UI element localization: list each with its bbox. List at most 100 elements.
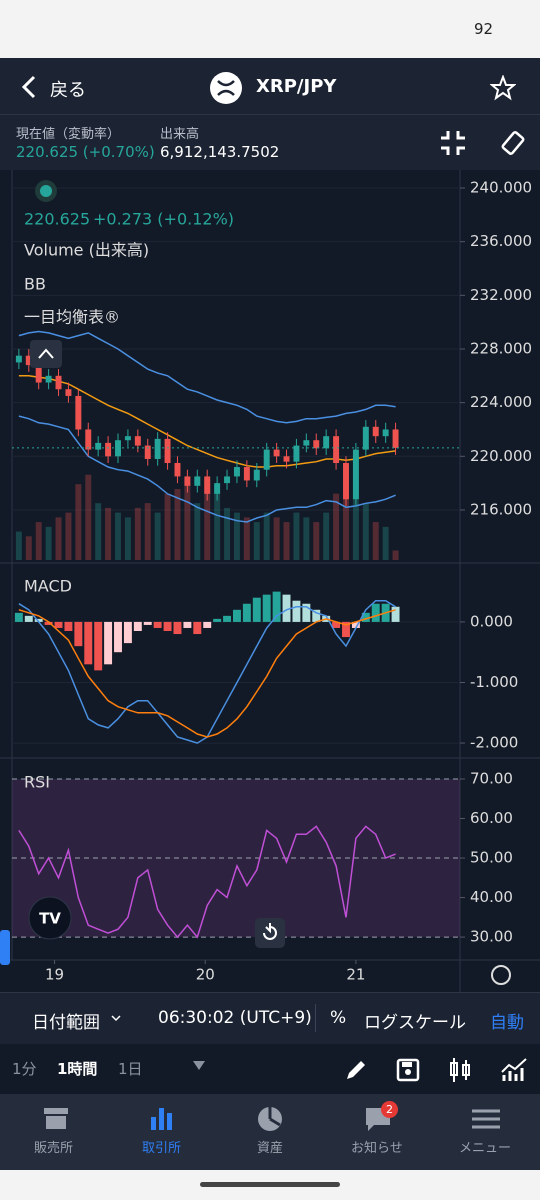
nav-icon[interactable] <box>470 1108 502 1130</box>
histogram-bar <box>34 618 43 622</box>
candle-body <box>273 449 280 457</box>
indicator-icon[interactable] <box>500 1056 528 1082</box>
divider <box>0 114 540 115</box>
date-range[interactable]: 日付範囲 <box>32 1013 100 1033</box>
y-tick-label: 224.000 <box>470 393 532 411</box>
battery: 92 <box>474 20 494 38</box>
line <box>18 375 396 468</box>
candle-body <box>95 442 102 450</box>
histogram-bar <box>183 621 192 628</box>
auto-button[interactable]: 自動 <box>490 1013 524 1033</box>
rotate-icon[interactable] <box>498 128 528 158</box>
rsi-title: RSI <box>24 773 50 792</box>
candle-body <box>25 355 32 366</box>
volume-bar <box>55 517 62 560</box>
histogram-bar <box>302 603 311 622</box>
candle-body <box>154 438 161 459</box>
interval[interactable]: 1時間 <box>57 1060 98 1078</box>
candle-body <box>283 456 290 462</box>
histogram-bar <box>104 621 113 665</box>
line <box>18 825 396 939</box>
volume-value: 6,912,143.7502 <box>160 143 280 161</box>
percent-button[interactable]: % <box>330 1008 347 1028</box>
legend-price: 220.625 <box>24 210 90 229</box>
volume-bar <box>214 493 221 560</box>
nav-icon[interactable] <box>149 1105 175 1131</box>
histogram-bar <box>361 612 370 622</box>
y-tick-label: 228.000 <box>470 339 532 357</box>
histogram-bar <box>133 621 142 631</box>
favorite-icon[interactable] <box>490 75 516 101</box>
histogram-bar <box>332 621 341 628</box>
x-tick-label: 19 <box>45 966 64 984</box>
volume-bar <box>283 522 290 560</box>
clock: 06:30:02 (UTC+9) <box>158 1008 312 1028</box>
volume-bar <box>362 503 369 560</box>
nav-label[interactable]: 資産 <box>257 1141 284 1156</box>
back-label[interactable]: 戻る <box>50 80 86 101</box>
legend-ichimoku: 一目均衡表® <box>24 308 120 327</box>
side-tab[interactable] <box>0 930 10 965</box>
candle-body <box>233 467 240 477</box>
nav-bar <box>0 1094 540 1170</box>
candle-body <box>323 436 330 449</box>
legend-change: +0.273 (+0.12%) <box>93 210 234 229</box>
histogram-bar <box>351 621 360 628</box>
x-tick-label: 21 <box>346 966 365 984</box>
interval-dropdown[interactable] <box>192 1060 206 1072</box>
histogram-bar <box>312 609 321 622</box>
candle-body <box>124 436 131 441</box>
nav-label[interactable]: 取引所 <box>142 1141 182 1156</box>
candle-icon[interactable] <box>448 1056 472 1084</box>
settings-icon[interactable] <box>491 965 511 985</box>
candle-body <box>224 476 231 484</box>
divider <box>0 992 540 993</box>
volume-bar <box>333 493 340 560</box>
nav-label[interactable]: 販売所 <box>34 1141 74 1156</box>
macd-title: MACD <box>24 577 72 596</box>
interval[interactable]: 1分 <box>12 1060 37 1078</box>
volume-bar <box>313 522 320 560</box>
nav-icon[interactable] <box>256 1105 284 1133</box>
histogram-bar <box>262 594 271 622</box>
histogram-bar <box>232 609 241 622</box>
log-scale-button[interactable]: ログスケール <box>364 1013 466 1033</box>
collapse-button[interactable] <box>30 340 62 368</box>
reset-button[interactable] <box>255 918 285 948</box>
histogram-bar <box>252 597 261 622</box>
volume-bar <box>124 517 131 560</box>
volume-bar <box>15 531 22 560</box>
nav-label[interactable]: メニュー <box>459 1141 512 1156</box>
pair-title: XRP/JPY <box>256 76 337 97</box>
candle-body <box>174 463 181 477</box>
volume-bar <box>115 512 121 560</box>
candle-body <box>343 463 349 500</box>
volume-bar <box>144 503 151 560</box>
candle-body <box>204 476 211 494</box>
line <box>18 609 396 738</box>
candle-body <box>144 445 151 459</box>
histogram-bar <box>84 621 93 665</box>
histogram-bar <box>24 615 33 622</box>
draw-icon[interactable] <box>344 1058 368 1082</box>
candle-body <box>293 445 300 462</box>
legend-volume: Volume (出来高) <box>24 241 149 260</box>
y-tick-label: -2.000 <box>470 734 518 752</box>
y-tick-label: 40.00 <box>470 888 513 906</box>
histogram-bar <box>342 621 350 638</box>
back-icon[interactable] <box>18 74 40 100</box>
nav-label[interactable]: お知らせ <box>351 1141 403 1156</box>
y-tick-label: 0.000 <box>470 612 513 630</box>
histogram-bar <box>64 621 73 631</box>
fullscreen-icon[interactable] <box>438 128 468 158</box>
interval[interactable]: 1日 <box>118 1060 143 1078</box>
save-icon[interactable] <box>396 1058 420 1082</box>
histogram-bar <box>203 621 212 628</box>
tv-logo[interactable] <box>28 896 72 940</box>
candle-body <box>362 426 369 450</box>
nav-icon[interactable] <box>42 1105 70 1131</box>
candle-body <box>184 476 191 486</box>
candle-body <box>164 438 171 464</box>
y-tick-label: 240.000 <box>470 179 532 197</box>
